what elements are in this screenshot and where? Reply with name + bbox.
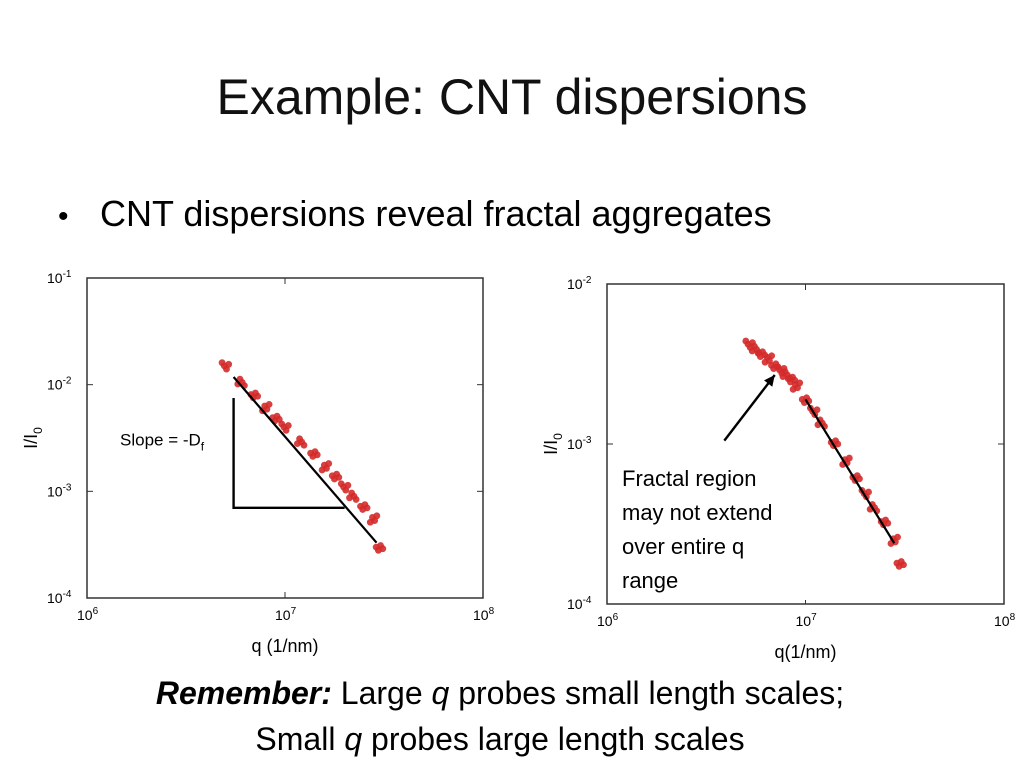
- x-axis-label: q(1/nm): [774, 642, 836, 662]
- fractal-callout: Fractal region may not extend over entir…: [614, 460, 814, 600]
- data-point: [284, 422, 292, 429]
- remember-line2-pre: Small: [255, 721, 345, 757]
- data-point: [796, 379, 804, 387]
- data-point: [335, 473, 343, 481]
- remember-line1-pre: Large: [331, 675, 432, 711]
- data-point: [313, 451, 321, 459]
- y-tick-label: 10-2: [47, 376, 72, 393]
- y-tick-exponent: -2: [583, 275, 592, 286]
- y-tick-label: 10-3: [567, 435, 592, 452]
- x-tick-label: 106: [597, 612, 619, 629]
- y-axis-label: I/I0: [21, 427, 45, 449]
- data-point: [325, 460, 333, 467]
- y-tick-exponent: -3: [583, 435, 592, 446]
- remember-q-2: q: [344, 721, 363, 757]
- data-point: [813, 406, 821, 414]
- y-tick-exponent: -2: [63, 376, 72, 387]
- x-tick-label: 108: [994, 612, 1016, 629]
- remember-line2-post: probes large length scales: [362, 721, 745, 757]
- data-point: [225, 360, 233, 368]
- x-tick-exponent: 6: [93, 606, 99, 617]
- y-tick-label: 10-4: [47, 589, 72, 606]
- x-tick-label: 106: [77, 606, 99, 623]
- remember-q-1: q: [431, 675, 450, 711]
- x-tick-exponent: 7: [291, 606, 297, 617]
- data-point: [344, 481, 352, 489]
- y-tick-exponent: -3: [63, 482, 72, 493]
- slope-annotation-subscript: f: [201, 439, 205, 453]
- callout-line-1: Fractal region: [622, 466, 757, 491]
- remember-note: Remember: Large q probes small length sc…: [0, 670, 1000, 762]
- fit-line: [232, 376, 378, 544]
- fit-line: [804, 398, 896, 544]
- y-tick-label: 10-3: [47, 482, 72, 499]
- data-point: [845, 454, 853, 462]
- remember-line1-post: probes small length scales;: [449, 675, 845, 711]
- remember-line-1: Remember: Large q probes small length sc…: [0, 670, 1000, 716]
- x-tick-exponent: 8: [1010, 612, 1016, 623]
- data-point: [373, 512, 381, 520]
- y-axis-label-subscript: 0: [31, 427, 45, 434]
- x-axis-label: q (1/nm): [251, 636, 318, 656]
- data-point: [300, 441, 308, 449]
- remember-line-2: Small q probes large length scales: [0, 716, 1000, 762]
- left-scatter-chart: 106 107 108 10-4 10-3 10-2 10-1 q (1/nm) I/I0 Slo…: [21, 269, 495, 656]
- remember-label: Remember:: [155, 675, 332, 711]
- bullet-text: CNT dispersions reveal fractal aggregate…: [100, 193, 772, 234]
- data-point: [265, 400, 273, 408]
- x-tick-exponent: 7: [811, 612, 817, 623]
- callout-line-3: over entire q: [622, 534, 745, 559]
- slide-title: Example: CNT dispersions: [216, 69, 808, 125]
- y-tick-label: 10-1: [47, 269, 72, 286]
- callout-line-2: may not extend: [622, 500, 773, 525]
- x-tick-exponent: 8: [489, 606, 495, 617]
- data-point: [834, 440, 842, 448]
- y-tick-label: 10-4: [567, 595, 592, 612]
- callout-arrow-line: [723, 374, 776, 442]
- y-tick-exponent: -1: [63, 269, 72, 280]
- callout-arrow-head-icon: [764, 374, 775, 387]
- y-tick-exponent: -4: [583, 595, 592, 606]
- slope-annotation: Slope = -Df: [120, 430, 205, 453]
- y-axis-label: I/I0: [541, 433, 565, 455]
- y-tick-label: 10-2: [567, 275, 592, 292]
- bullet-dot-icon: •: [58, 200, 69, 233]
- x-tick-label: 107: [796, 612, 818, 629]
- y-tick-exponent: -4: [63, 589, 72, 600]
- x-tick-label: 108: [473, 606, 495, 623]
- data-point: [379, 545, 387, 553]
- right-scatter-chart: 106 107 108 10-4 10-3 10-2 q(1/nm) I/I0: [541, 275, 1016, 662]
- slope-triangle: [232, 397, 345, 510]
- data-point: [856, 475, 863, 483]
- data-point: [865, 488, 872, 496]
- data-point: [894, 533, 901, 541]
- data-point: [363, 504, 371, 512]
- x-tick-label: 107: [275, 606, 297, 623]
- data-point: [900, 561, 907, 569]
- bullet-item: • CNT dispersions reveal fractal aggrega…: [58, 190, 772, 241]
- data-point: [254, 392, 262, 400]
- data-point: [768, 352, 776, 360]
- callout-line-4: range: [622, 568, 679, 593]
- data-point: [352, 496, 360, 503]
- y-axis-label-subscript: 0: [551, 433, 565, 440]
- data-point: [884, 519, 892, 527]
- x-tick-exponent: 6: [613, 612, 619, 623]
